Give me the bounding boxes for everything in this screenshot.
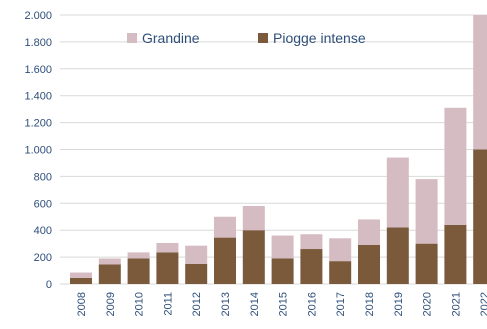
y-tick-label: 2.000 — [24, 10, 52, 22]
bar-grandine-2015 — [271, 235, 294, 259]
x-tick-label: 2022 — [479, 292, 487, 316]
x-tick-label: 2021 — [450, 292, 462, 316]
bar-grandine-2010 — [127, 252, 150, 259]
x-tick-label: 2009 — [105, 292, 117, 316]
bar-piogge-intense-2018 — [358, 244, 380, 284]
y-tick-label: 0 — [46, 279, 52, 291]
legend-item-piogge-intense: Piogge intense — [258, 30, 366, 46]
legend-label-piogge-intense: Piogge intense — [273, 30, 366, 46]
y-tick-label: 600 — [34, 198, 52, 210]
y-axis-ticks: 0 200 400 600 800 1.000 1.200 1.400 1.600 1.800 2.… — [24, 10, 52, 291]
legend-item-grandine: Grandine — [127, 30, 200, 46]
y-tick-label: 200 — [34, 252, 52, 264]
bar-grandine-2008 — [70, 272, 92, 278]
bar-grandine-2014 — [242, 205, 265, 231]
x-tick-label: 2014 — [249, 292, 261, 316]
bar-grandine-2019 — [386, 157, 409, 228]
x-tick-label: 2011 — [162, 292, 174, 316]
bar-grandine-2012 — [185, 245, 208, 264]
bar-grandine-2013 — [214, 216, 236, 238]
bar-grandine-2020 — [415, 179, 438, 244]
bar-grandine-2011 — [156, 242, 179, 253]
x-tick-label: 2019 — [393, 292, 405, 316]
bar-piogge-intense-2008 — [70, 277, 92, 284]
bar-piogge-intense-2009 — [98, 264, 121, 284]
bar-piogge-intense-2020 — [415, 243, 438, 284]
x-tick-label: 2016 — [306, 292, 318, 316]
bar-grandine-2017 — [329, 238, 352, 262]
bar-piogge-intense-2014 — [242, 230, 265, 284]
bar-piogge-intense-2022 — [473, 149, 487, 284]
bar-piogge-intense-2017 — [329, 261, 352, 284]
x-tick-label: 2012 — [191, 292, 203, 316]
x-tick-label: 2018 — [364, 292, 376, 316]
bar-grandine-2018 — [358, 219, 380, 245]
y-tick-label: 1.000 — [24, 145, 52, 157]
bar-piogge-intense-2019 — [386, 227, 409, 284]
bar-grandine-2009 — [98, 258, 121, 265]
x-tick-label: 2015 — [278, 292, 290, 316]
bars — [70, 15, 487, 284]
legend-swatch-grandine — [127, 33, 137, 43]
bar-piogge-intense-2010 — [127, 258, 150, 284]
bar-piogge-intense-2021 — [444, 224, 467, 284]
bar-piogge-intense-2015 — [271, 258, 294, 284]
y-tick-label: 1.600 — [24, 64, 52, 76]
y-tick-label: 800 — [34, 171, 52, 183]
bar-grandine-2022 — [473, 15, 487, 150]
y-tick-label: 1.800 — [24, 37, 52, 49]
y-tick-label: 1.200 — [24, 118, 52, 130]
bar-piogge-intense-2011 — [156, 252, 179, 284]
x-tick-label: 2010 — [134, 292, 146, 316]
y-tick-label: 400 — [34, 225, 52, 237]
x-tick-label: 2013 — [220, 292, 232, 316]
bar-piogge-intense-2016 — [300, 249, 323, 284]
bar-grandine-2021 — [444, 107, 467, 225]
legend: Grandine Piogge intense — [127, 30, 366, 46]
x-tick-label: 2020 — [422, 292, 434, 316]
x-axis-ticks: 2008 2009 2010 2011 2012 2013 2014 2015 2016 2017… — [76, 292, 487, 316]
legend-label-grandine: Grandine — [142, 30, 200, 46]
x-tick-label: 2008 — [76, 292, 88, 316]
legend-swatch-piogge-intense — [258, 33, 268, 43]
bar-piogge-intense-2012 — [185, 263, 208, 284]
y-tick-label: 1.400 — [24, 91, 52, 103]
bar-piogge-intense-2013 — [214, 237, 236, 284]
bar-grandine-2016 — [300, 234, 323, 250]
x-tick-label: 2017 — [335, 292, 347, 316]
